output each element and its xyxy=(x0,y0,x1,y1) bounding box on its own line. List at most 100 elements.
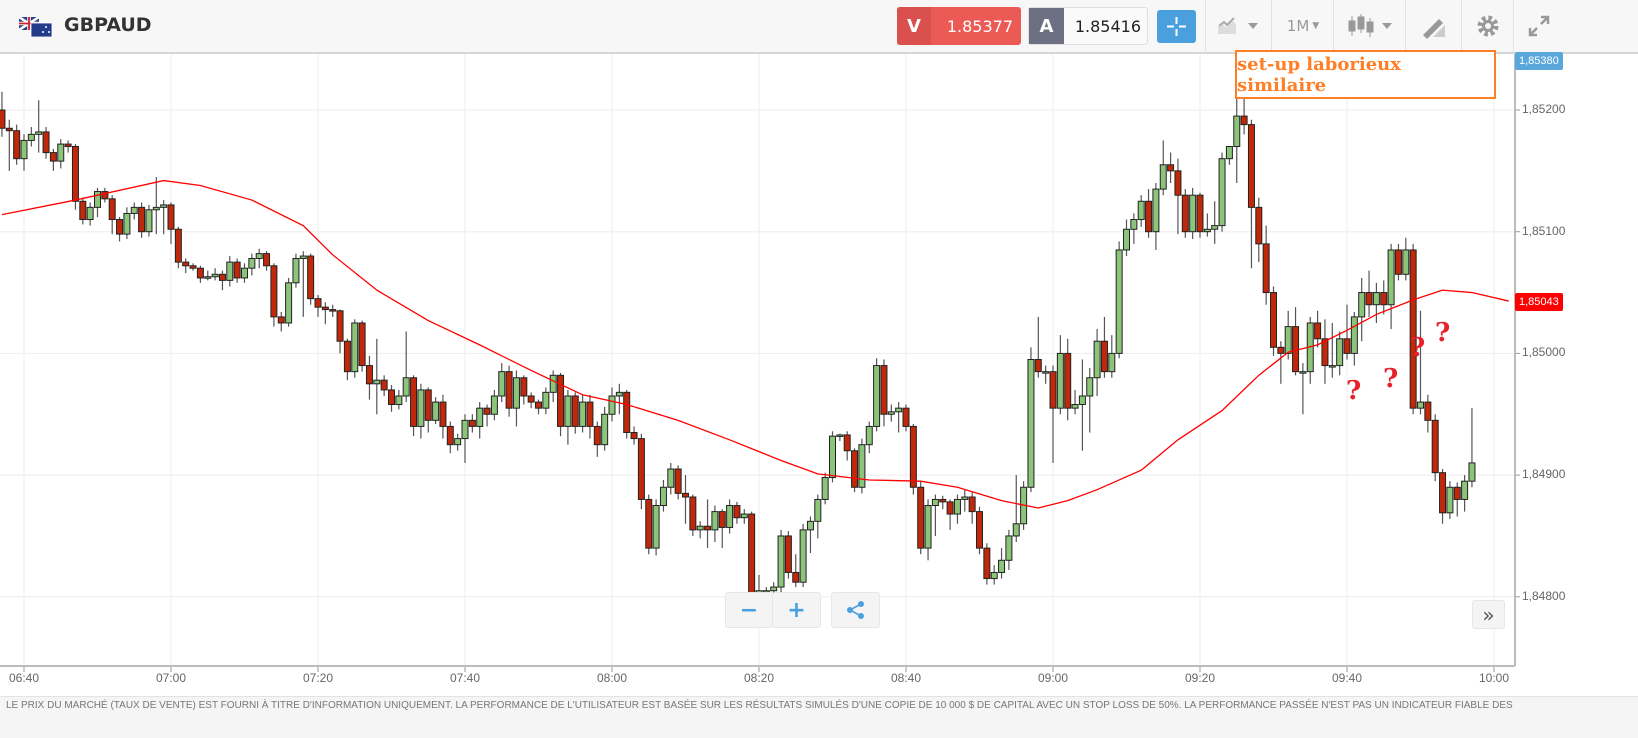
candle-up xyxy=(241,267,248,279)
draw-tools-button[interactable] xyxy=(1405,0,1462,52)
candle-up xyxy=(961,496,969,500)
timeframe-dropdown[interactable]: 1M ▼ xyxy=(1271,0,1334,52)
candle-up xyxy=(608,395,616,415)
disclaimer-footer: LE PRIX DU MARCHÉ (TAUX DE VENTE) EST FO… xyxy=(0,696,1638,738)
candle-down xyxy=(277,316,285,324)
candle-up xyxy=(1336,338,1344,367)
crosshair-button[interactable] xyxy=(1157,10,1196,43)
x-tick-label: 07:20 xyxy=(302,671,334,685)
candle-down xyxy=(1270,292,1277,348)
top-price-tag: 1,85380 xyxy=(1515,52,1563,70)
candle-down xyxy=(1240,115,1248,126)
candle-down xyxy=(1277,346,1285,354)
candle-up xyxy=(395,395,403,406)
candle-down xyxy=(645,498,653,549)
candle-up xyxy=(998,559,1006,573)
candle-down xyxy=(718,511,726,528)
candle-up xyxy=(1152,188,1160,233)
candle-down xyxy=(976,511,983,549)
candle-down xyxy=(42,131,50,154)
candle-down xyxy=(424,389,432,421)
candle-up xyxy=(740,513,748,519)
candlestick-type-button[interactable] xyxy=(1333,0,1406,52)
zoom-out-button[interactable]: − xyxy=(725,592,773,628)
scroll-to-end-button[interactable]: » xyxy=(1472,600,1505,629)
candle-up xyxy=(924,505,932,549)
candle-up xyxy=(57,143,65,162)
candle-up xyxy=(887,411,895,415)
candle-down xyxy=(557,374,565,427)
candle-down xyxy=(0,109,6,129)
candle-down xyxy=(1167,164,1175,172)
candle-up xyxy=(549,374,557,393)
candle-up xyxy=(248,257,256,269)
candle-down xyxy=(917,486,925,549)
candle-down xyxy=(527,395,535,403)
candle-down xyxy=(1321,338,1329,367)
candle-down xyxy=(167,204,175,230)
zoom-in-button[interactable]: + xyxy=(772,592,821,628)
chart-type-icon xyxy=(1218,17,1258,34)
candle-down xyxy=(79,200,87,221)
candle-down xyxy=(380,379,388,391)
candle-down xyxy=(64,143,72,148)
candle-up xyxy=(454,438,462,446)
sell-price: 1.85377 xyxy=(946,16,1013,36)
candle-up xyxy=(145,209,153,233)
fullscreen-button[interactable] xyxy=(1513,0,1638,52)
candle-down xyxy=(71,146,79,202)
candle-up xyxy=(542,391,550,409)
settings-button[interactable] xyxy=(1461,0,1514,52)
candle-up xyxy=(1211,225,1219,230)
candle-down xyxy=(1049,371,1057,409)
candle-down xyxy=(674,468,682,494)
timeframe-label: 1M xyxy=(1286,17,1310,35)
candle-up xyxy=(204,276,212,279)
draw-icon xyxy=(1423,19,1445,39)
candle-down xyxy=(321,306,329,311)
candle-down xyxy=(314,298,322,308)
candle-up xyxy=(402,377,410,397)
buy-button[interactable]: A 1.85416 xyxy=(1028,7,1148,45)
candle-up xyxy=(123,212,131,235)
candle-down xyxy=(182,261,190,267)
candle-up xyxy=(1461,480,1469,500)
x-tick-label: 09:40 xyxy=(1331,671,1363,685)
candle-up xyxy=(1005,535,1013,561)
sell-button[interactable]: V 1.85377 xyxy=(897,7,1021,45)
candle-down xyxy=(189,265,197,269)
share-icon xyxy=(846,601,864,619)
candle-down xyxy=(733,505,741,519)
candle-down xyxy=(101,191,109,200)
candle-up xyxy=(1115,249,1123,354)
candle-down xyxy=(388,389,395,406)
question-mark: ? xyxy=(1410,333,1426,363)
candle-up xyxy=(94,191,101,208)
x-tick-label: 08:20 xyxy=(743,671,775,685)
candle-down xyxy=(1380,292,1388,306)
gb-au-flag-icon xyxy=(19,17,53,37)
chart-type-button[interactable] xyxy=(1205,0,1272,52)
candle-down xyxy=(218,273,226,281)
candle-down xyxy=(410,377,418,427)
candle-down xyxy=(784,535,792,573)
candle-up xyxy=(865,425,873,446)
candle-down xyxy=(1262,243,1270,294)
candle-down xyxy=(946,501,954,515)
candle-up xyxy=(1108,352,1116,373)
candle-up xyxy=(1078,395,1086,406)
candle-up xyxy=(1468,462,1476,482)
candle-up xyxy=(417,389,425,427)
candle-up xyxy=(579,401,587,427)
candle-down xyxy=(1145,200,1153,233)
annotation-box: set-up laborieux similaire xyxy=(1235,50,1496,99)
candlestick-chart[interactable] xyxy=(0,54,1638,696)
share-button[interactable] xyxy=(831,592,880,628)
current-price-tag: 1,85043 xyxy=(1515,293,1563,311)
expand-icon xyxy=(1528,15,1550,37)
candle-down xyxy=(586,401,594,427)
gear-icon xyxy=(1477,15,1499,37)
candle-up xyxy=(1328,365,1336,368)
candle-up xyxy=(799,529,807,583)
candle-down xyxy=(1394,249,1402,275)
